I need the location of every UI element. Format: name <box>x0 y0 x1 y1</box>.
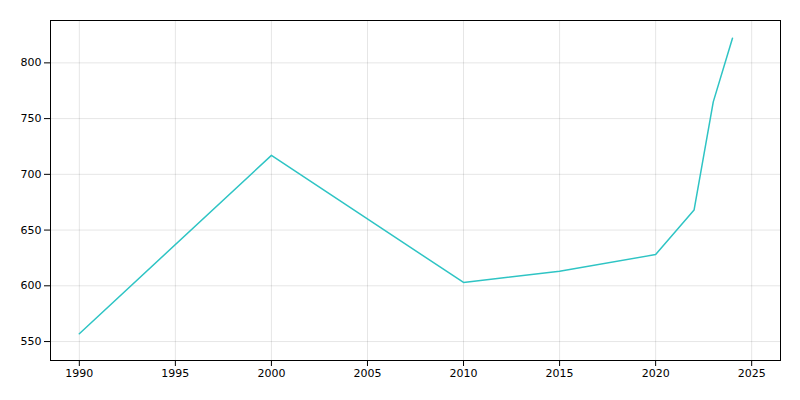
svg-text:2020: 2020 <box>642 367 670 380</box>
svg-text:550: 550 <box>21 335 42 348</box>
svg-text:600: 600 <box>21 279 42 292</box>
svg-text:800: 800 <box>21 56 42 69</box>
svg-text:1995: 1995 <box>161 367 189 380</box>
svg-text:2005: 2005 <box>353 367 381 380</box>
svg-text:1990: 1990 <box>65 367 93 380</box>
svg-text:650: 650 <box>21 224 42 237</box>
svg-text:2010: 2010 <box>450 367 478 380</box>
svg-text:2015: 2015 <box>546 367 574 380</box>
svg-text:2000: 2000 <box>257 367 285 380</box>
svg-text:700: 700 <box>21 168 42 181</box>
svg-text:750: 750 <box>21 112 42 125</box>
svg-text:2025: 2025 <box>738 367 766 380</box>
